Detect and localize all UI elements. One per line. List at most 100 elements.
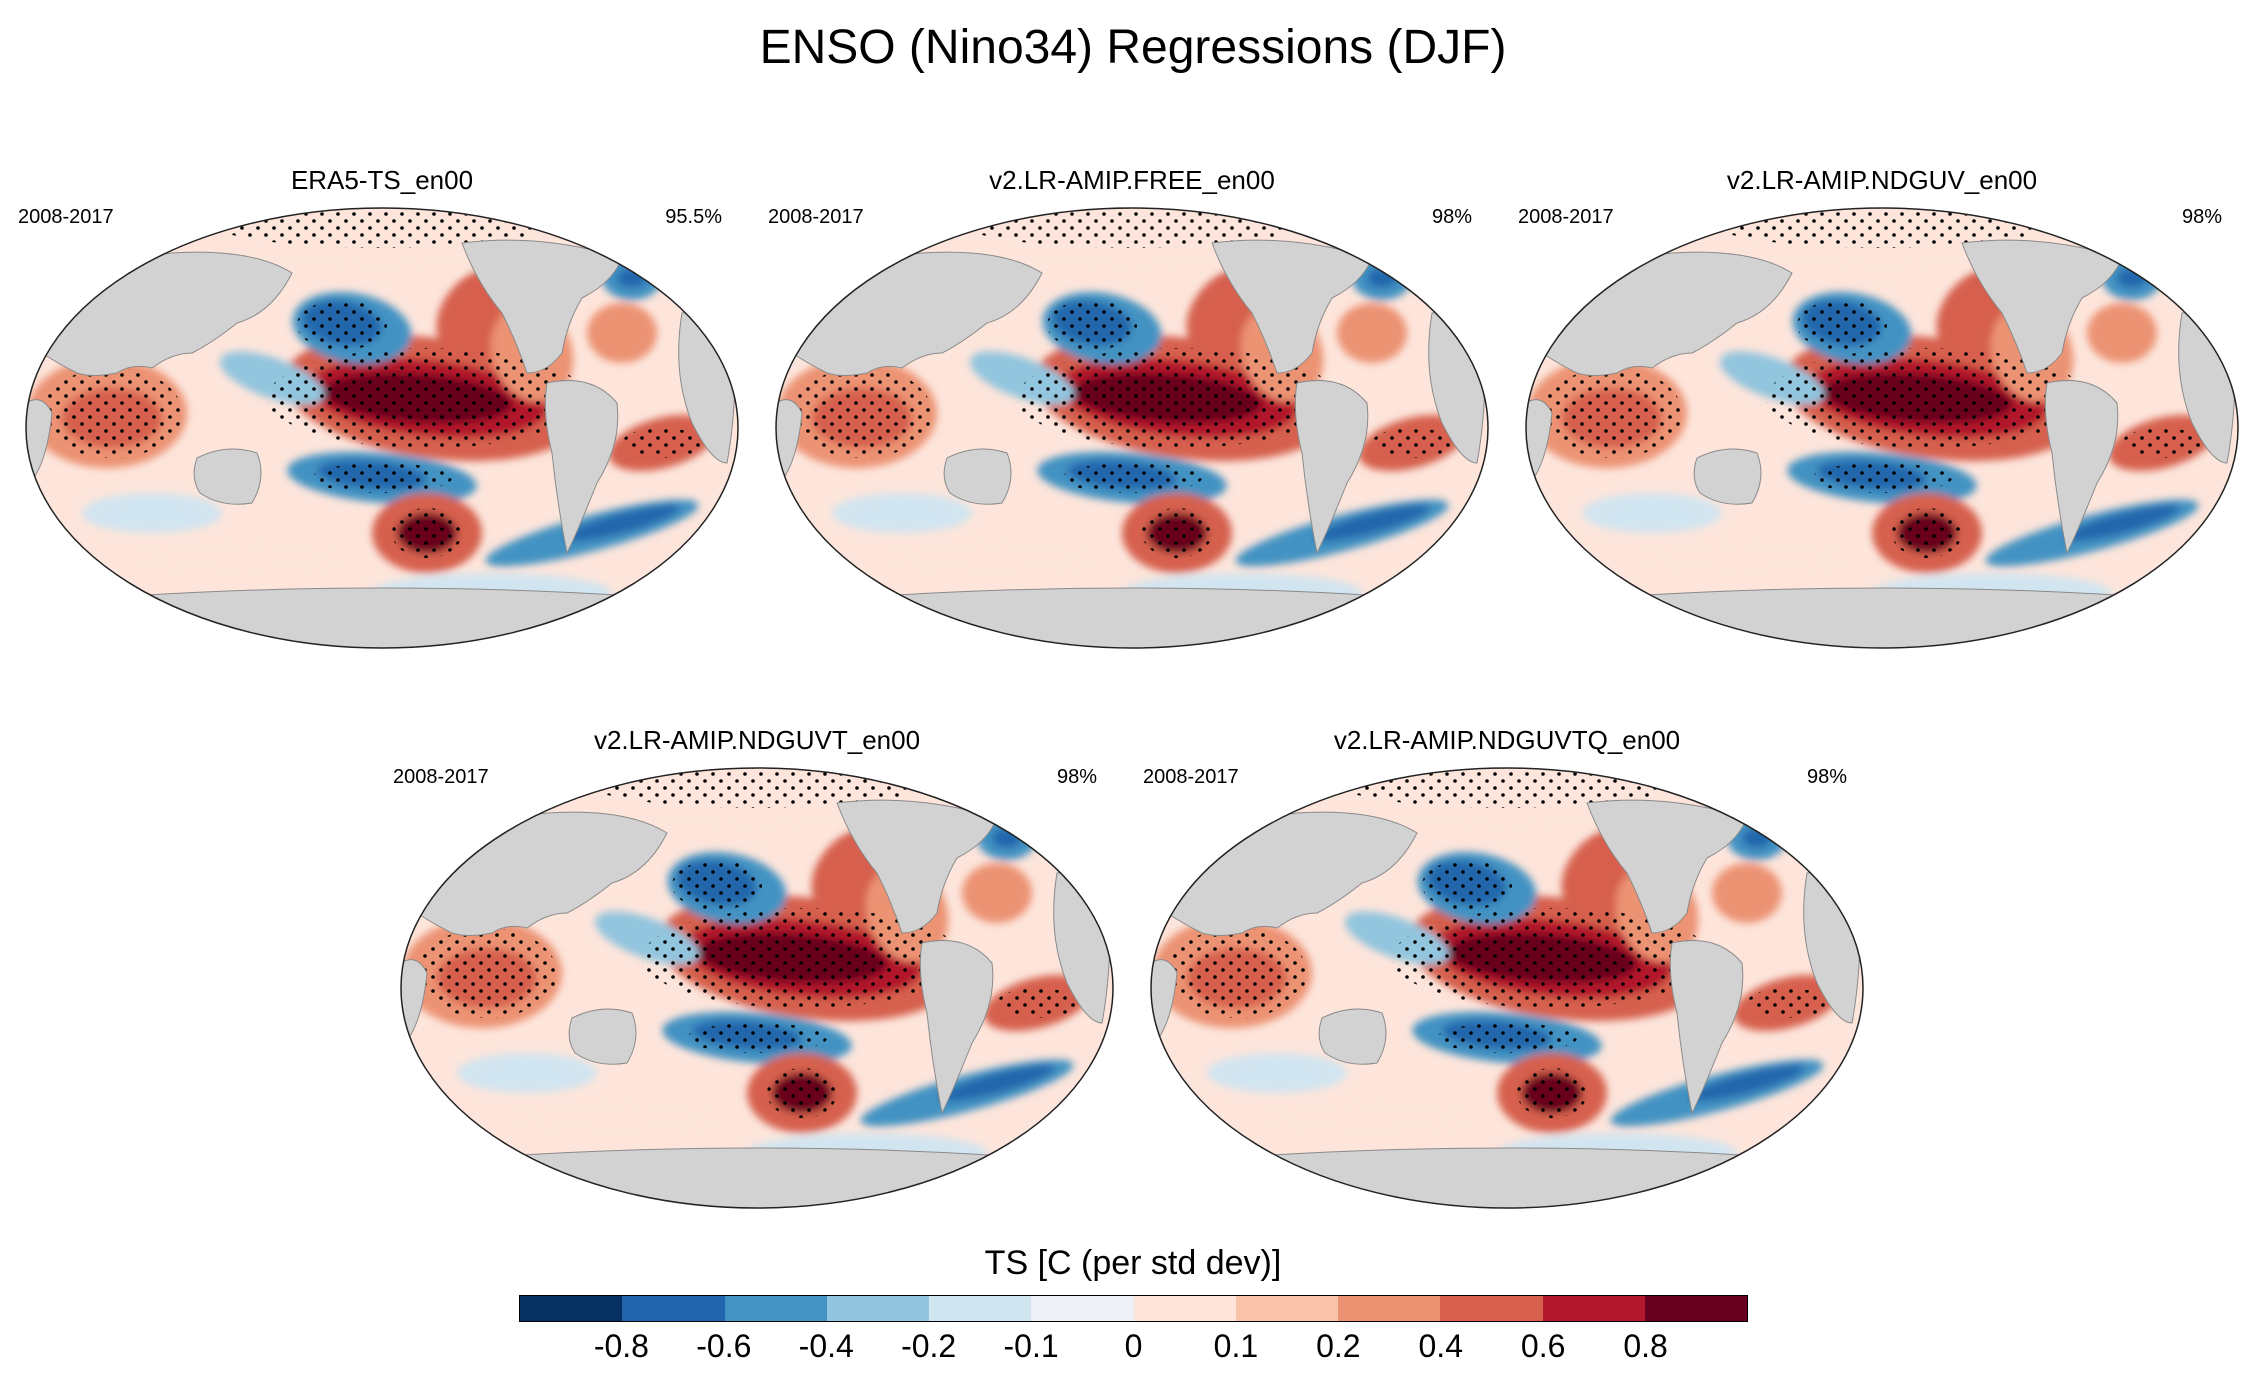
significance-stipple bbox=[1747, 988, 1827, 1018]
panel-5-map bbox=[1150, 767, 1864, 1209]
land-mass bbox=[1225, 1147, 1789, 1208]
colorbar-title: TS [C (per std dev)] bbox=[984, 1244, 1282, 1282]
significance-stipple bbox=[1372, 428, 1452, 458]
land-mass bbox=[2044, 380, 2119, 555]
colorbar-tick-label: -0.1 bbox=[1003, 1328, 1059, 1364]
map-border bbox=[775, 207, 1489, 649]
significance-stipple bbox=[622, 428, 702, 458]
significance-stipple bbox=[687, 1023, 827, 1053]
significance-stipple bbox=[1437, 1023, 1577, 1053]
colorbar-tick-label: 0.4 bbox=[1418, 1328, 1463, 1364]
anomaly-region bbox=[122, 538, 362, 578]
land-mass bbox=[26, 399, 53, 485]
anomaly-region bbox=[497, 1098, 737, 1138]
significance-stipple bbox=[792, 368, 932, 458]
land-mass bbox=[475, 1147, 1039, 1208]
land-mass bbox=[100, 587, 664, 648]
colorbar-segment bbox=[1542, 1296, 1645, 1321]
significance-stipple bbox=[392, 508, 462, 558]
significance-stipple bbox=[312, 463, 452, 493]
anomaly-region bbox=[1207, 1053, 1347, 1093]
land-mass bbox=[568, 1008, 637, 1065]
significance-stipple bbox=[1797, 300, 1887, 350]
land-mass bbox=[1693, 448, 1762, 505]
panel-4-map bbox=[400, 767, 1114, 1209]
colorbar-tick-label: -0.6 bbox=[696, 1328, 752, 1364]
land-mass bbox=[193, 448, 262, 505]
significance-stipple bbox=[1812, 463, 1952, 493]
panel-2-map bbox=[775, 207, 1489, 649]
anomaly-region bbox=[563, 504, 681, 542]
anomaly-region bbox=[962, 863, 1032, 923]
colorbar-segment bbox=[1031, 1296, 1134, 1321]
colorbar bbox=[519, 1295, 1748, 1322]
panel-1-title: ERA5-TS_en00 bbox=[290, 165, 474, 195]
colorbar-segment bbox=[622, 1296, 725, 1321]
panel-4-years: 2008-2017 bbox=[393, 766, 489, 788]
anomaly-region bbox=[1582, 493, 1722, 533]
land-mass bbox=[401, 959, 428, 1045]
land-mass bbox=[776, 399, 803, 485]
panel-5-title: v2.LR-AMIP.NDGUVTQ_en00 bbox=[1333, 725, 1681, 755]
panel-3-map bbox=[1525, 207, 2239, 649]
significance-stipple bbox=[42, 368, 182, 458]
colorbar-segment bbox=[1133, 1296, 1236, 1321]
map-field bbox=[776, 208, 1488, 648]
significance-stipple bbox=[1422, 860, 1512, 910]
anomaly-region bbox=[872, 538, 1112, 578]
colorbar-tick-label: -0.2 bbox=[901, 1328, 957, 1364]
figure-title: ENSO (Nino34) Regressions (DJF) bbox=[759, 21, 1507, 74]
anomaly-region bbox=[457, 1053, 597, 1093]
anomaly-region bbox=[587, 303, 657, 363]
significance-stipple bbox=[1892, 508, 1962, 558]
anomaly-region bbox=[2087, 303, 2157, 363]
land-mass bbox=[1151, 959, 1178, 1045]
colorbar-segment bbox=[1338, 1296, 1441, 1321]
colorbar-segment bbox=[724, 1296, 827, 1321]
panel-5-years: 2008-2017 bbox=[1143, 766, 1239, 788]
anomaly-region bbox=[1313, 504, 1431, 542]
colorbar-tick-label: -0.4 bbox=[798, 1328, 854, 1364]
land-mass bbox=[919, 940, 994, 1115]
map-field bbox=[401, 768, 1113, 1208]
anomaly-region bbox=[1622, 538, 1862, 578]
land-mass bbox=[850, 587, 1414, 648]
land-mass bbox=[1294, 380, 1369, 555]
colorbar-tick-label: 0 bbox=[1124, 1328, 1143, 1364]
colorbar-tick-label: 0.6 bbox=[1520, 1328, 1566, 1364]
land-mass bbox=[1318, 1008, 1387, 1065]
map-border bbox=[1150, 767, 1864, 1209]
panel-1-significance: 95.5% bbox=[665, 206, 722, 228]
colorbar-segment bbox=[1235, 1296, 1338, 1321]
land-mass bbox=[544, 380, 619, 555]
map-border bbox=[25, 207, 739, 649]
land-mass bbox=[1600, 587, 2164, 648]
colorbar-segment bbox=[1644, 1296, 1747, 1321]
land-mass bbox=[1526, 399, 1553, 485]
anomaly-region bbox=[1688, 1064, 1806, 1102]
anomaly-region bbox=[1712, 863, 1782, 923]
map-border bbox=[400, 767, 1114, 1209]
colorbar-tick-label: 0.8 bbox=[1623, 1328, 1668, 1364]
significance-stipple bbox=[1047, 300, 1137, 350]
colorbar-segment bbox=[826, 1296, 929, 1321]
anomaly-region bbox=[1247, 1098, 1487, 1138]
significance-stipple bbox=[1167, 928, 1307, 1018]
colorbar-segment bbox=[1440, 1296, 1543, 1321]
significance-stipple bbox=[297, 300, 387, 350]
land-mass bbox=[943, 448, 1012, 505]
colorbar-segment bbox=[929, 1296, 1032, 1321]
panel-4-significance: 98% bbox=[1056, 766, 1097, 788]
significance-stipple bbox=[1392, 908, 1712, 1008]
anomaly-region bbox=[1337, 303, 1407, 363]
significance-stipple bbox=[2122, 428, 2202, 458]
panel-3-title: v2.LR-AMIP.NDGUV_en00 bbox=[1726, 165, 2038, 195]
significance-stipple bbox=[997, 988, 1077, 1018]
significance-stipple bbox=[267, 348, 587, 448]
significance-stipple bbox=[1062, 463, 1202, 493]
anomaly-region bbox=[2063, 504, 2181, 542]
significance-stipple bbox=[417, 928, 557, 1018]
panel-5-significance: 98% bbox=[1806, 766, 1847, 788]
map-field bbox=[26, 208, 738, 648]
significance-stipple bbox=[1767, 348, 2087, 448]
